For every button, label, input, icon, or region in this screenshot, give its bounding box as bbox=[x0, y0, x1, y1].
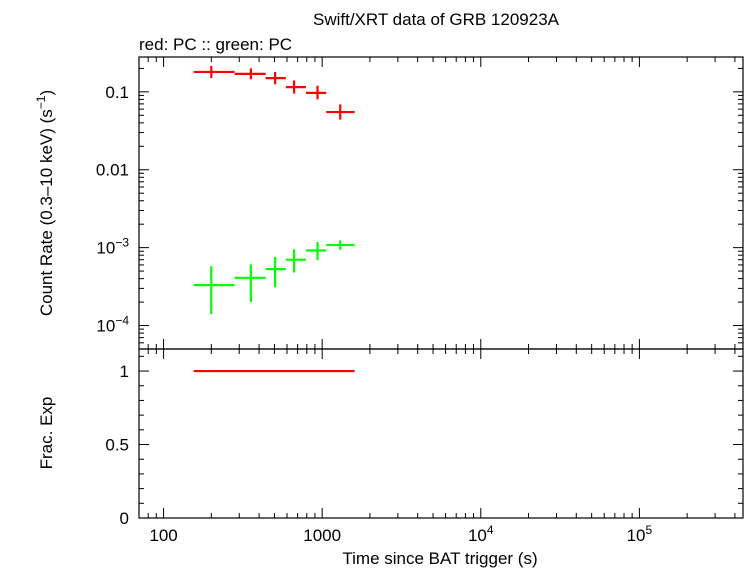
x-axis: 100 1000 104 105 bbox=[149, 523, 652, 545]
fractional-exposure-panel: 1 0.5 0 Frac. Exp bbox=[37, 348, 744, 528]
plot-frame bbox=[138, 348, 744, 519]
y-axis-label: Count Rate (0.3–10 keV) (s−1) bbox=[34, 90, 56, 316]
plot-frame bbox=[138, 56, 744, 350]
y-tick-label: 1 bbox=[120, 362, 129, 381]
y-tick-label: 10−3 bbox=[96, 236, 129, 258]
y-tick-label: 0 bbox=[120, 509, 129, 528]
y-tick-label: 0.5 bbox=[105, 436, 129, 455]
y-tick-label: 0.01 bbox=[96, 161, 129, 180]
x-tick-label: 104 bbox=[468, 523, 494, 545]
y-tick-label: 0.1 bbox=[105, 83, 129, 102]
chart-title: Swift/XRT data of GRB 120923A bbox=[313, 10, 560, 29]
chart-subtitle: red: PC :: green: PC bbox=[139, 35, 292, 54]
y-tick-label: 10−4 bbox=[96, 314, 129, 336]
x-axis-label: Time since BAT trigger (s) bbox=[342, 549, 537, 568]
x-tick-label: 105 bbox=[627, 523, 653, 545]
y-axis-label: Frac. Exp bbox=[37, 397, 56, 470]
rate-panel: 0.1 0.01 10−3 10−4 Count Rate (0.3–10 keV) (… bbox=[34, 56, 744, 350]
x-tick-label: 100 bbox=[149, 526, 177, 545]
x-tick-label: 1000 bbox=[303, 526, 341, 545]
